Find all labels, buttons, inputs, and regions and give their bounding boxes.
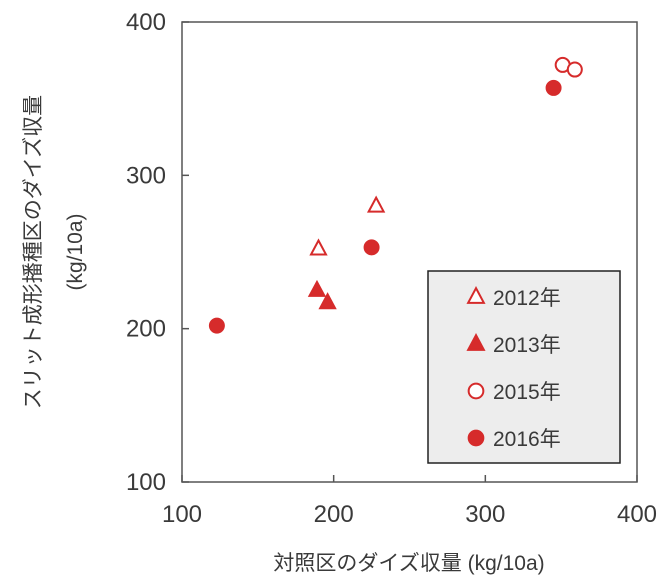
data-points bbox=[208, 56, 583, 334]
data-point bbox=[363, 239, 380, 256]
x-tick-label: 400 bbox=[617, 501, 657, 528]
y-tick-label: 200 bbox=[126, 316, 166, 343]
data-point bbox=[566, 61, 583, 78]
y-tick-label: 300 bbox=[126, 162, 166, 189]
data-point bbox=[208, 317, 225, 334]
x-tick-label: 300 bbox=[465, 501, 505, 528]
data-point bbox=[318, 292, 337, 310]
axis-ticks bbox=[181, 21, 638, 483]
data-point bbox=[309, 238, 328, 256]
y-tick-label: 100 bbox=[126, 469, 166, 496]
legend: 2012年 2013年 2015年 2016年 bbox=[427, 270, 621, 464]
y-tick-label: 400 bbox=[126, 9, 166, 36]
legend-marker bbox=[466, 286, 486, 304]
legend-label: 2013年 bbox=[493, 334, 561, 357]
y-axis-title: スリット成形播種区のダイズ収量 bbox=[22, 95, 45, 409]
y-axis-unit: (kg/10a) bbox=[64, 213, 87, 290]
legend-marker bbox=[467, 382, 485, 400]
legend-label: 2015年 bbox=[493, 381, 561, 404]
legend-label: 2012年 bbox=[493, 287, 561, 310]
legend-box bbox=[427, 270, 621, 464]
x-axis-title: 対照区のダイズ収量 (kg/10a) bbox=[273, 552, 544, 575]
legend-marker bbox=[467, 429, 485, 447]
legend-label: 2016年 bbox=[493, 428, 561, 451]
data-point bbox=[545, 79, 562, 96]
data-point bbox=[366, 195, 386, 213]
axis-tick-labels: 100 200 300 400 100 200 300 400 bbox=[126, 9, 657, 528]
x-tick-label: 200 bbox=[314, 501, 354, 528]
legend-marker bbox=[466, 333, 486, 351]
x-tick-label: 100 bbox=[162, 501, 202, 528]
data-point bbox=[307, 279, 327, 297]
